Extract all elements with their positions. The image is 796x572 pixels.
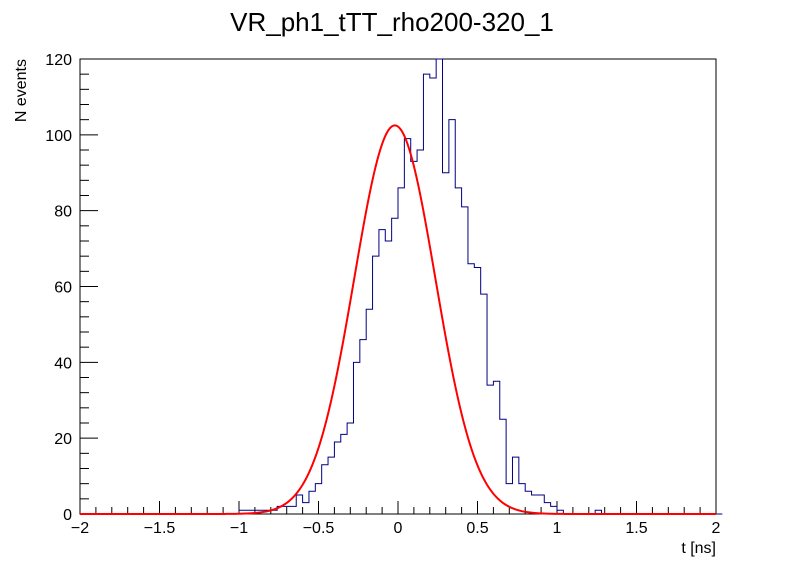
histogram-layer <box>80 58 723 515</box>
x-tick-label: −2 <box>71 520 89 537</box>
x-tick-label: 1 <box>553 520 562 537</box>
y-tick-label: 80 <box>54 204 72 221</box>
x-tick-label: 1.5 <box>625 520 647 537</box>
x-tick-label: 2 <box>712 520 721 537</box>
y-tick-label: 120 <box>45 52 72 69</box>
x-axis-label: t [ns] <box>681 540 716 557</box>
chart-title: VR_ph1_tTT_rho200-320_1 <box>230 7 554 37</box>
histogram-series <box>80 58 723 515</box>
x-tick-label: −1.5 <box>144 520 176 537</box>
x-tick-label: −0.5 <box>303 520 335 537</box>
x-tick-label: −1 <box>230 520 248 537</box>
fit-curve <box>80 124 716 515</box>
fit-layer <box>80 124 716 515</box>
y-tick-label: 40 <box>54 355 72 372</box>
y-tick-label: 20 <box>54 431 72 448</box>
x-tick-label: 0 <box>394 520 403 537</box>
y-tick-label: 60 <box>54 280 72 297</box>
y-axis: 0 20 40 60 80 100 120 <box>45 52 98 524</box>
y-tick-label: 0 <box>63 507 72 524</box>
y-axis-label: N events <box>13 59 30 122</box>
x-tick-label: 0.5 <box>466 520 488 537</box>
x-axis: −2 −1.5 −1 −0.5 0 0.5 1 1.5 2 <box>71 501 721 537</box>
y-tick-label: 100 <box>45 128 72 145</box>
